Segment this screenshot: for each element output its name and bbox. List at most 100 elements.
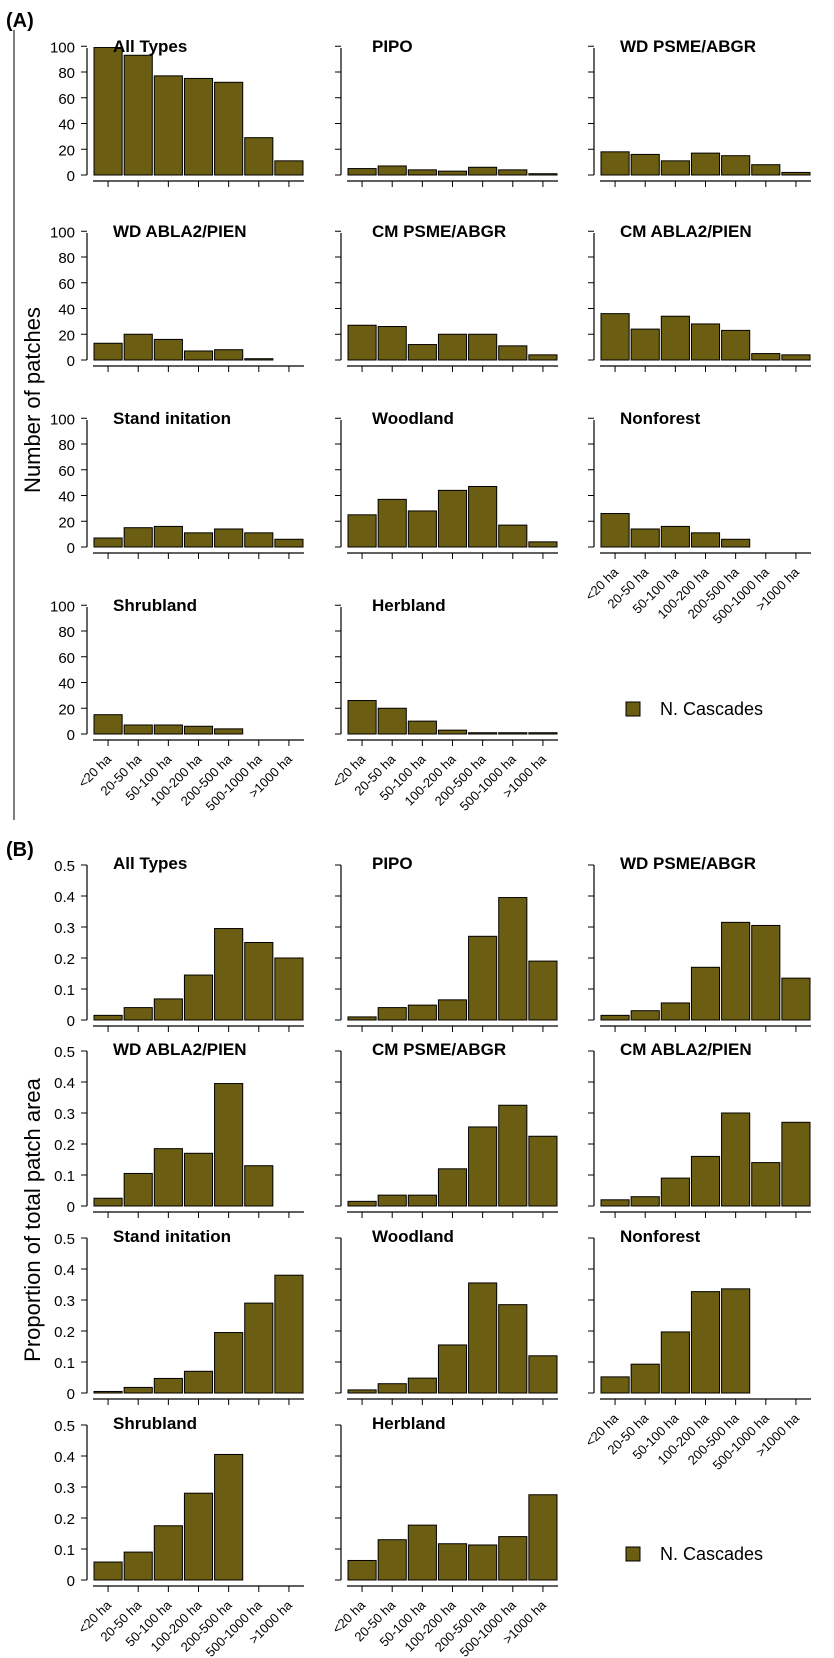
bar [660,315,690,361]
bar [600,1014,630,1021]
bar [123,333,153,361]
bar [153,75,183,176]
bar [93,342,123,361]
bar [528,1135,558,1207]
bar [407,510,437,548]
y-tick-label: 0.3 [54,1106,75,1123]
bar [123,724,153,735]
bar [214,1453,244,1581]
bar [528,541,558,548]
bar [93,714,123,735]
bar [274,1274,304,1394]
bar [751,924,781,1021]
bar [528,173,558,176]
bar [377,707,407,735]
bar [690,532,721,548]
subplot-title: WD PSME/ABGR [620,37,756,56]
bar [183,725,214,735]
bar [468,1282,498,1394]
bar [660,160,690,176]
bar [437,489,468,548]
y-tick-label: 100 [50,411,75,428]
y-tick-label: 20 [58,701,75,718]
y-tick-label: 0.4 [54,1449,75,1466]
bar [123,1551,153,1581]
bar [437,1543,468,1581]
subplot-title: CM PSME/ABGR [372,222,506,241]
bar [244,942,274,1021]
y-tick-label: 40 [58,676,75,693]
y-tick-label: 60 [58,276,75,293]
bar [183,77,214,176]
bar [407,1004,437,1021]
bar [690,1291,721,1394]
y-tick-label: 0.1 [54,1168,75,1185]
bar [93,1197,123,1207]
subplot-title: Stand initation [113,409,231,428]
bar [437,999,468,1021]
y-tick-label: 80 [58,65,75,82]
y-tick-label: 40 [58,302,75,319]
bar [407,720,437,735]
bar [214,528,244,548]
y-tick-label: 0.5 [54,1231,75,1248]
y-tick-label: 20 [58,327,75,344]
bar [93,47,123,176]
y-tick-label: 100 [50,598,75,615]
y-tick-label: 20 [58,514,75,531]
y-tick-label: 0.3 [54,1293,75,1310]
bar [630,1363,660,1394]
bar [347,324,377,361]
bar [721,538,751,548]
bar [781,354,811,361]
bar [123,527,153,548]
bar [407,1194,437,1207]
subplot-title: Shrubland [113,1414,197,1433]
bar [468,935,498,1021]
bar [437,333,468,361]
bar [377,1539,407,1581]
bar [347,1200,377,1207]
bar [244,1302,274,1394]
y-tick-label: 0 [67,540,75,557]
bar [183,532,214,548]
bar [244,358,274,361]
y-tick-label: 0.1 [54,1355,75,1372]
subplot-title: WD ABLA2/PIEN [113,222,247,241]
bar [630,153,660,176]
bar [244,532,274,548]
legend-b: N. Cascades [625,1544,763,1564]
bar [751,164,781,176]
y-tick-label: 0 [67,353,75,370]
y-tick-label: 0.2 [54,1137,75,1154]
bar [377,498,407,548]
bar [498,1536,528,1581]
bar [468,732,498,735]
bar [721,1288,751,1394]
y-tick-label: 20 [58,142,75,159]
bar [274,160,304,176]
bar [123,1386,153,1394]
bar [781,1121,811,1207]
bar [153,1525,183,1581]
bar [347,700,377,735]
bar [630,1196,660,1207]
bar [274,538,304,548]
subplot-title: Woodland [372,1227,454,1246]
y-tick-label: 0.3 [54,1480,75,1497]
bar [498,1304,528,1394]
bar [244,1165,274,1207]
legend-swatch-b [625,1546,641,1562]
subplot-title: PIPO [372,854,413,873]
bar [93,1014,123,1021]
bar [214,928,244,1021]
bar [600,1199,630,1207]
bar [377,1194,407,1207]
bar [437,1344,468,1394]
y-tick-label: 0.4 [54,1262,75,1279]
subplot-title: CM ABLA2/PIEN [620,1040,752,1059]
bar [347,514,377,548]
bar [751,1162,781,1207]
y-tick-label: 0.2 [54,1324,75,1341]
bar [630,328,660,361]
